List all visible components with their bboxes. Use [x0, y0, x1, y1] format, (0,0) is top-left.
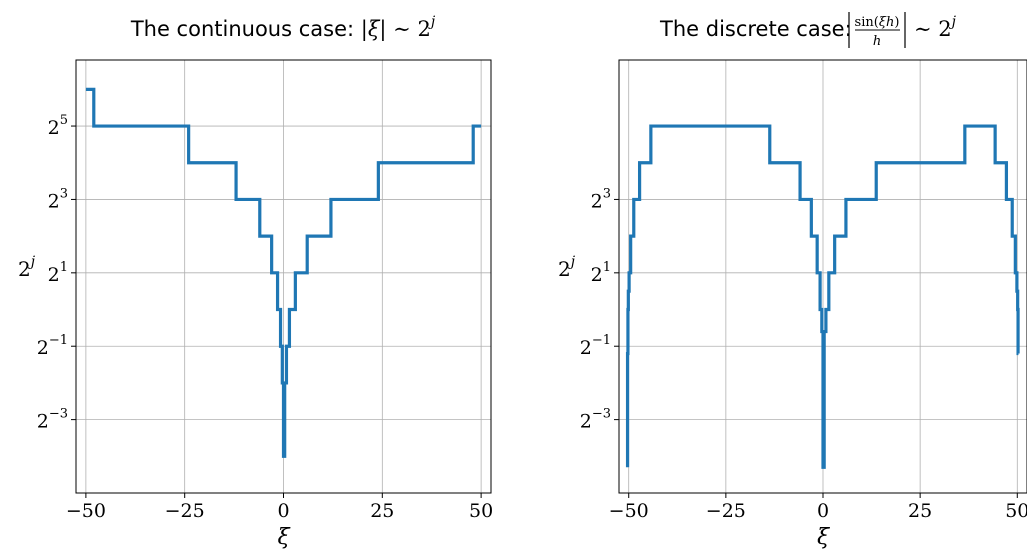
svg-text:The continuous case: |ξ| ∼ 2j: The continuous case: |ξ| ∼ 2j [130, 14, 436, 42]
x-tick-label: −25 [165, 500, 205, 522]
series-line [625, 124, 1020, 469]
x-axis-label: ξ [277, 525, 291, 550]
y-axis-label: 2j [558, 254, 576, 281]
y-tick-label: 21 [48, 260, 68, 286]
y-tick-label: 25 [48, 113, 68, 139]
chart-title: The discrete case: sin(ξh) h ∼ 2j [659, 12, 957, 49]
x-tick-label: −50 [609, 500, 649, 522]
y-axis-label: 2j [18, 254, 36, 281]
x-axis-label: ξ [817, 525, 831, 550]
x-tick-label: 25 [908, 500, 932, 522]
x-tick-label: −25 [706, 500, 746, 522]
y-tick-label: 23 [48, 186, 68, 212]
svg-text:h: h [873, 34, 881, 49]
x-tick-label: 50 [1005, 500, 1027, 522]
svg-text:∼ 2j: ∼ 2j [914, 14, 957, 41]
chart-panel-1: −50 −25 0 25 50 2−3 2−1 21 23 25 ξ 2j The continuous… [18, 14, 493, 550]
svg-text:sin(ξh): sin(ξh) [855, 15, 900, 30]
x-tick-label: 25 [370, 500, 394, 522]
y-tick-label: 21 [591, 260, 611, 286]
svg-text:The discrete case:: The discrete case: [659, 17, 852, 41]
y-tick-label: 2−3 [37, 407, 68, 433]
series-line [85, 87, 482, 458]
y-tick-label: 2−1 [37, 333, 68, 359]
x-tick-label: 0 [277, 500, 289, 522]
x-tick-label: 50 [469, 500, 493, 522]
y-tick-label: 2−3 [580, 407, 611, 433]
x-tick-label: 0 [817, 500, 829, 522]
chart-panel-2: −50 −25 0 25 50 2−3 2−1 21 23 ξ 2j The discrete cas… [558, 12, 1027, 550]
chart-title: The continuous case: |ξ| ∼ 2j [130, 14, 436, 42]
y-tick-label: 2−1 [580, 333, 611, 359]
x-tick-label: −50 [66, 500, 106, 522]
y-tick-label: 23 [591, 186, 611, 212]
